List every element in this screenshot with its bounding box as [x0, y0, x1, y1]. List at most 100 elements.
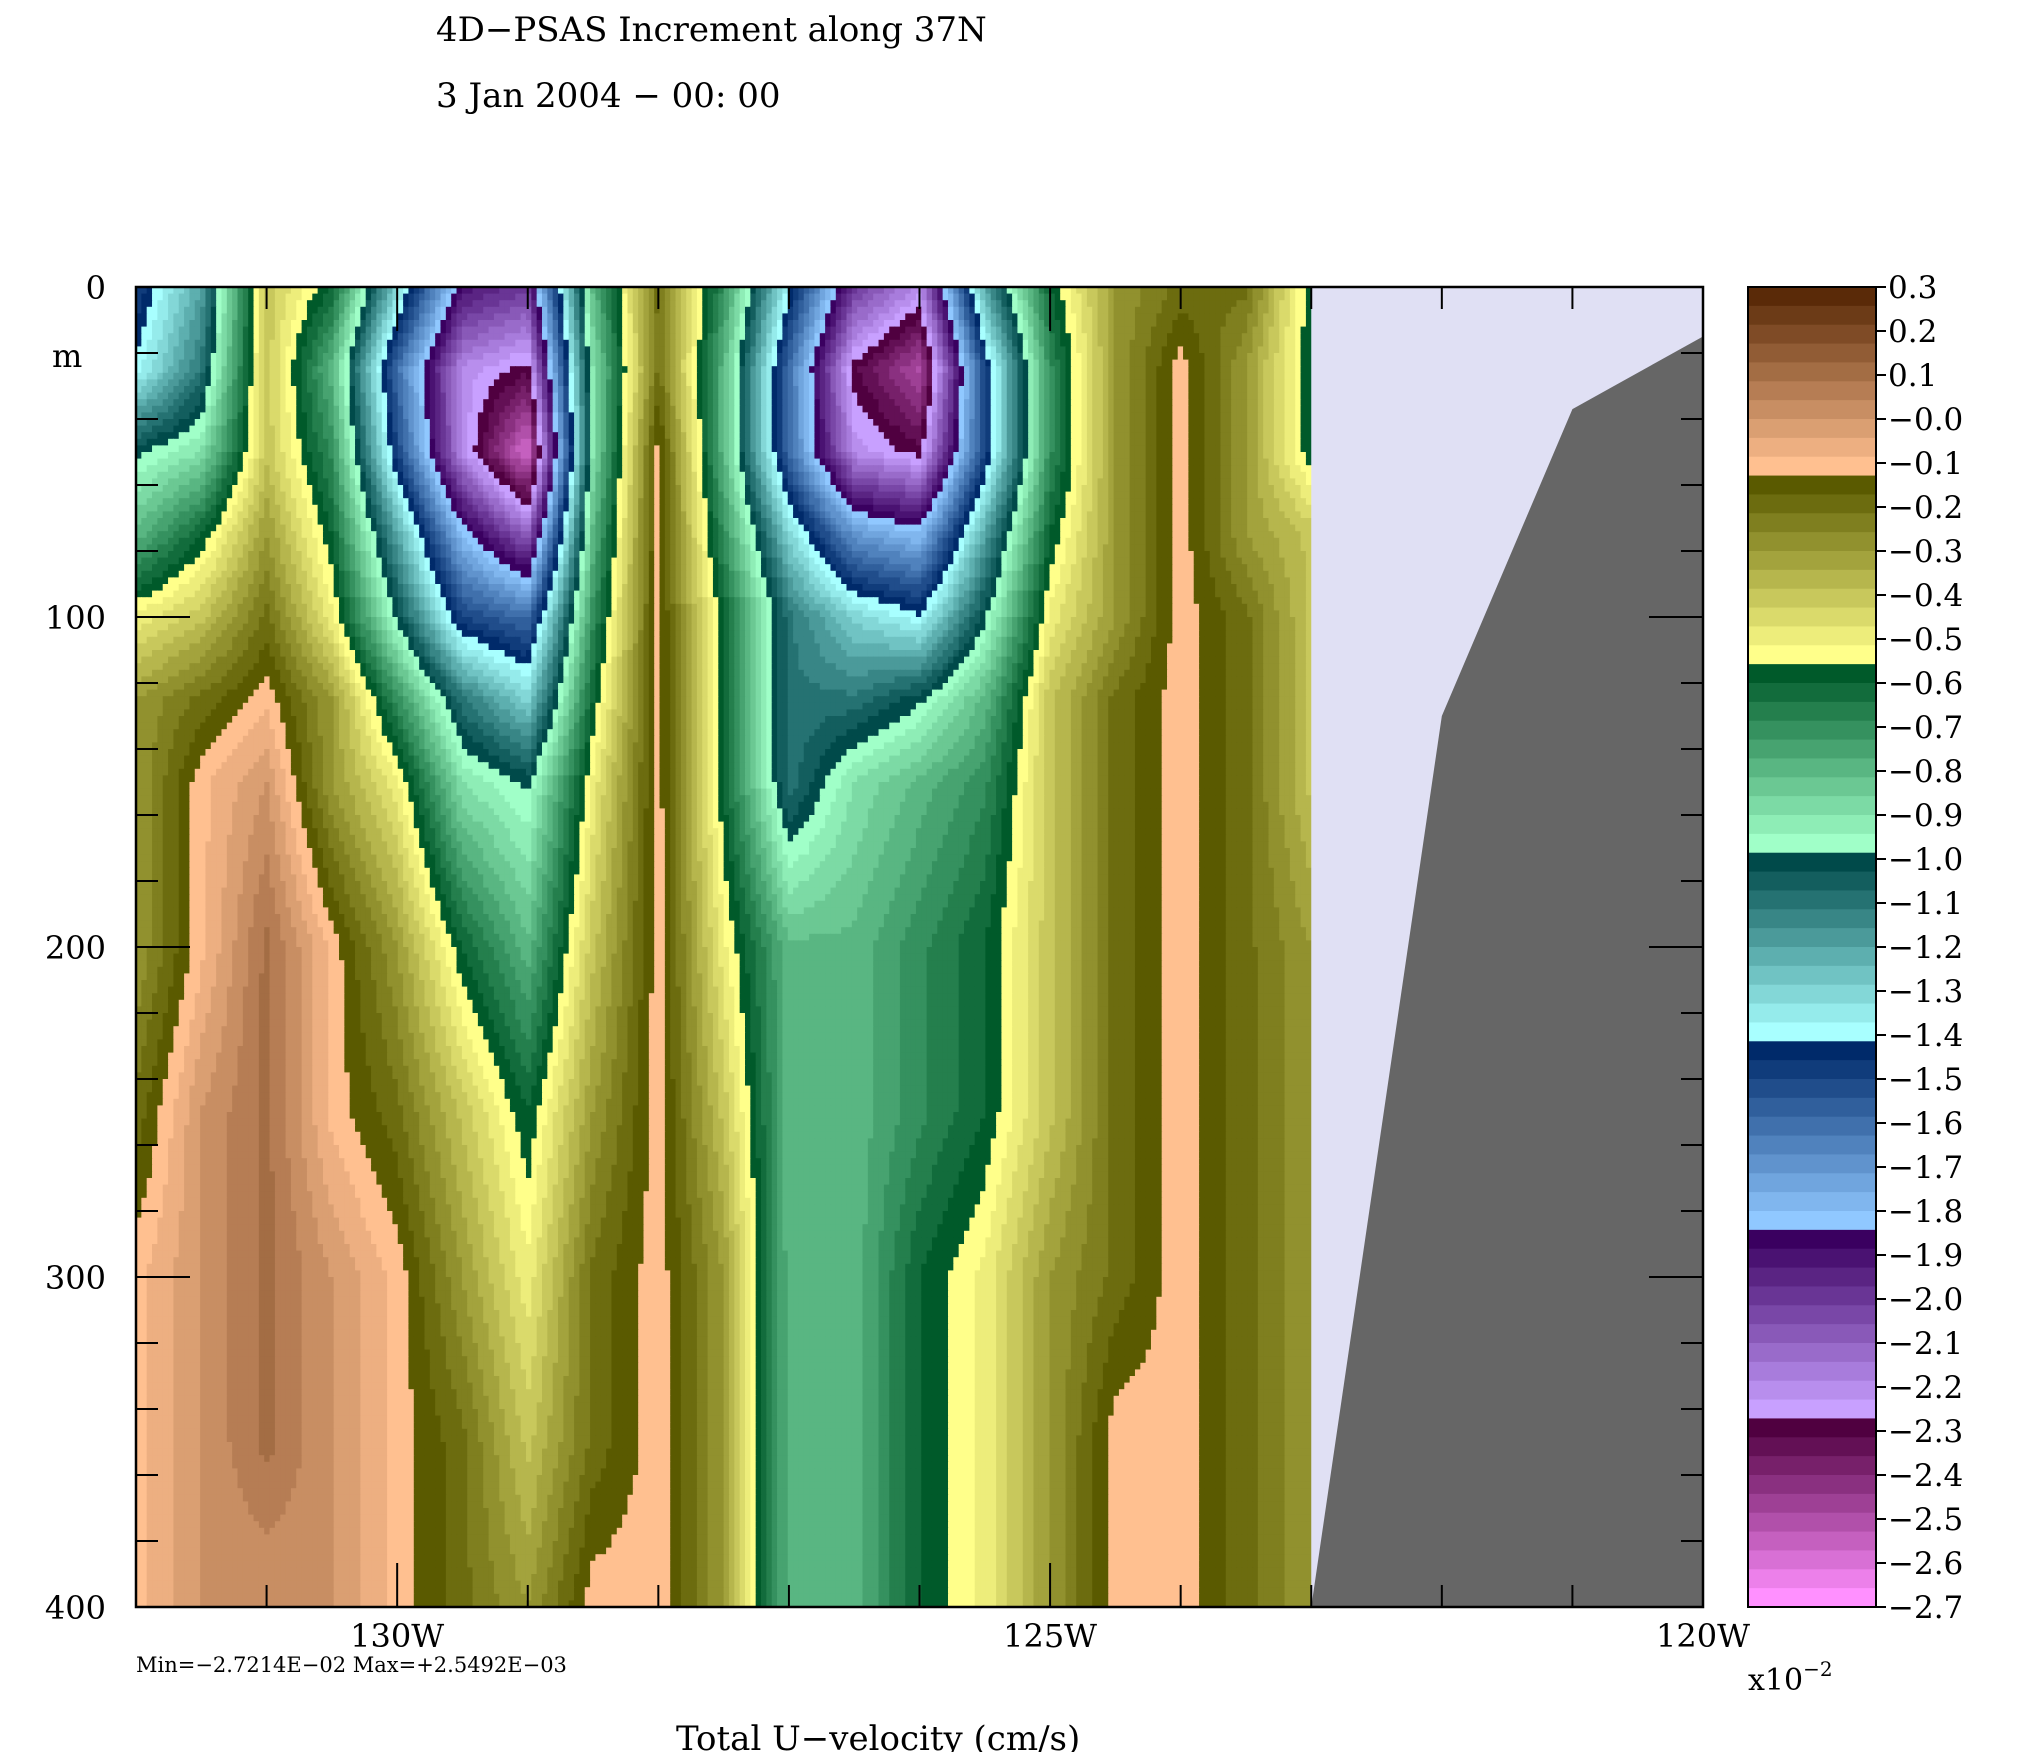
field-cell	[1231, 307, 1237, 314]
field-cell	[788, 386, 794, 393]
field-cell	[697, 333, 703, 340]
field-cell	[660, 294, 666, 301]
field-cell	[1023, 353, 1029, 360]
field-cell	[585, 307, 591, 314]
field-cell	[1178, 373, 1184, 380]
field-cell	[1060, 379, 1066, 386]
field-cell	[943, 386, 949, 393]
field-cell	[1172, 333, 1178, 340]
field-cell	[1060, 360, 1066, 367]
field-cell	[1023, 360, 1029, 367]
field-cell	[579, 406, 585, 413]
field-cell	[702, 346, 708, 353]
field-cell	[318, 373, 324, 380]
field-cell	[1172, 353, 1178, 360]
field-cell	[216, 366, 222, 373]
field-cell	[216, 307, 222, 314]
field-cell	[152, 307, 158, 314]
field-cell	[852, 366, 858, 373]
field-cell	[430, 373, 436, 380]
field-cell	[1215, 340, 1221, 347]
field-cell	[553, 366, 559, 373]
field-cell	[633, 313, 639, 320]
field-cell	[1162, 366, 1168, 373]
field-cell	[1007, 294, 1013, 301]
field-cell	[643, 360, 649, 367]
field-cell	[323, 340, 329, 347]
field-cell	[318, 313, 324, 320]
field-cell	[440, 412, 446, 419]
field-cell	[1279, 386, 1285, 393]
field-cell	[195, 373, 201, 380]
field-cell	[846, 313, 852, 320]
field-cell	[264, 346, 270, 353]
field-cell	[205, 366, 211, 373]
field-cell	[788, 340, 794, 347]
field-cell	[254, 386, 260, 393]
field-cell	[1156, 307, 1162, 314]
field-cell	[1066, 340, 1072, 347]
field-cell	[1103, 393, 1109, 400]
field-cell	[248, 379, 254, 386]
field-cell	[355, 353, 361, 360]
field-cell	[408, 360, 414, 367]
field-cell	[622, 313, 628, 320]
field-cell	[643, 373, 649, 380]
field-cell	[1183, 373, 1189, 380]
field-cell	[1071, 386, 1077, 393]
field-cell	[328, 294, 334, 301]
field-cell	[1092, 406, 1098, 413]
field-cell	[1071, 327, 1077, 334]
field-cell	[1060, 320, 1066, 327]
field-cell	[558, 393, 564, 400]
field-cell	[932, 333, 938, 340]
field-cell	[1231, 313, 1237, 320]
field-cell	[1194, 386, 1200, 393]
field-cell	[825, 320, 831, 327]
field-cell	[1188, 333, 1194, 340]
field-cell	[1028, 313, 1034, 320]
field-cell	[302, 366, 308, 373]
field-cell	[424, 313, 430, 320]
chart-subtitle: 3 Jan 2004 − 00: 00	[436, 76, 780, 116]
field-cell	[782, 366, 788, 373]
field-cell	[1220, 294, 1226, 301]
field-cell	[414, 360, 420, 367]
field-cell	[798, 406, 804, 413]
field-cell	[1210, 393, 1216, 400]
field-cell	[392, 412, 398, 419]
field-cell	[777, 406, 783, 413]
field-cell	[478, 327, 484, 334]
field-cell	[382, 300, 388, 307]
field-cell	[489, 379, 495, 386]
field-cell	[841, 386, 847, 393]
field-cell	[387, 313, 393, 320]
field-cell	[873, 327, 879, 334]
field-cell	[1055, 300, 1061, 307]
field-cell	[1194, 340, 1200, 347]
field-cell	[569, 313, 575, 320]
field-cell	[237, 333, 243, 340]
field-cell	[1226, 346, 1232, 353]
field-cell	[585, 333, 591, 340]
field-cell	[574, 366, 580, 373]
field-cell	[200, 340, 206, 347]
field-cell	[1098, 300, 1104, 307]
field-cell	[339, 327, 345, 334]
field-cell	[590, 353, 596, 360]
field-cell	[163, 406, 169, 413]
field-cell	[232, 320, 238, 327]
field-cell	[189, 340, 195, 347]
field-cell	[259, 327, 265, 334]
field-cell	[344, 333, 350, 340]
field-cell	[430, 346, 436, 353]
field-cell	[676, 300, 682, 307]
field-cell	[387, 406, 393, 413]
field-cell	[478, 412, 484, 419]
field-cell	[168, 360, 174, 367]
field-cell	[654, 313, 660, 320]
field-cell	[627, 346, 633, 353]
field-cell	[574, 393, 580, 400]
field-cell	[676, 346, 682, 353]
field-cell	[189, 300, 195, 307]
